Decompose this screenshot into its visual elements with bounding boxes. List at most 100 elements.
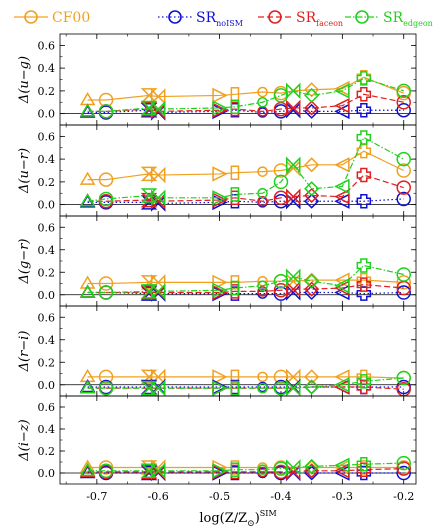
data-point-marker bbox=[98, 105, 114, 120]
chart-panel: 0.0 0.2 0.4 0.6 Δ(g−r) bbox=[17, 215, 417, 307]
data-point-marker bbox=[150, 100, 166, 118]
legend-label: SRedgeon bbox=[383, 10, 433, 28]
x-tick-label: -0.3 bbox=[332, 490, 353, 503]
data-series-line bbox=[87, 93, 404, 112]
data-point-marker bbox=[98, 104, 114, 119]
legend-marker bbox=[268, 10, 282, 24]
data-point-marker bbox=[356, 87, 372, 102]
data-series-line bbox=[87, 136, 405, 202]
data-point-marker bbox=[257, 96, 268, 108]
data-point-marker bbox=[334, 178, 350, 195]
data-point-marker bbox=[79, 284, 96, 298]
data-point-marker bbox=[257, 280, 268, 292]
y-tick-label: 0.6 bbox=[38, 130, 56, 143]
data-point-marker bbox=[285, 159, 301, 177]
data-point-marker bbox=[79, 380, 96, 394]
data-point-marker bbox=[212, 190, 228, 206]
data-point-marker bbox=[212, 87, 228, 104]
data-point-marker bbox=[230, 462, 240, 477]
data-point-marker bbox=[304, 157, 320, 173]
data-point-marker bbox=[150, 462, 166, 480]
data-series-faceon bbox=[79, 167, 411, 210]
data-series-edgeon bbox=[79, 130, 411, 207]
y-axis-label: Δ(g−r) bbox=[17, 239, 32, 285]
y-tick-label: 0.2 bbox=[38, 176, 56, 189]
y-axis-label: Δ(u−r) bbox=[17, 148, 32, 194]
data-point-marker bbox=[356, 193, 372, 209]
data-point-marker bbox=[396, 191, 411, 207]
data-point-marker bbox=[396, 461, 411, 476]
data-point-marker bbox=[273, 174, 289, 190]
data-point-marker bbox=[356, 258, 372, 273]
y-tick-label: 0.4 bbox=[38, 334, 56, 347]
data-point-marker bbox=[230, 369, 240, 385]
data-point-marker bbox=[98, 195, 114, 210]
x-tick-label: -0.6 bbox=[148, 490, 169, 503]
data-point-marker bbox=[285, 459, 301, 476]
data-series-line bbox=[87, 468, 404, 473]
data-point-marker bbox=[230, 280, 240, 296]
data-point-marker bbox=[79, 103, 96, 117]
legend-marker bbox=[168, 10, 182, 24]
data-point-marker bbox=[396, 267, 411, 282]
data-point-marker bbox=[304, 100, 320, 116]
data-point-marker bbox=[79, 462, 96, 477]
data-point-marker bbox=[150, 283, 166, 300]
data-series-noism bbox=[79, 101, 411, 121]
legend-label: SRnoISM bbox=[196, 10, 243, 28]
data-point-marker bbox=[356, 277, 372, 292]
x-tick-label: -0.5 bbox=[209, 490, 230, 503]
y-tick-label: 0.0 bbox=[38, 289, 56, 302]
data-point-marker bbox=[257, 195, 268, 207]
data-series-line bbox=[87, 76, 404, 101]
data-point-marker bbox=[230, 99, 240, 115]
data-point-marker bbox=[304, 87, 320, 103]
data-point-marker bbox=[356, 102, 372, 118]
data-point-marker bbox=[257, 382, 268, 394]
data-series-line bbox=[87, 174, 404, 202]
data-point-marker bbox=[79, 193, 96, 207]
y-tick-label: 0.0 bbox=[38, 108, 56, 121]
data-point-marker bbox=[79, 91, 96, 106]
y-tick-label: 0.4 bbox=[38, 423, 56, 436]
data-point-marker bbox=[304, 187, 320, 204]
y-tick-label: 0.2 bbox=[38, 85, 56, 98]
x-axis-label: log(Z/Z⊙)SIM bbox=[199, 509, 276, 529]
data-series-line bbox=[87, 279, 404, 285]
y-tick-label: 0.4 bbox=[38, 62, 56, 75]
data-point-marker bbox=[285, 99, 301, 117]
chart-legend: CF00 SRnoISM SRfaceon SRedgeon bbox=[14, 10, 433, 28]
y-axis-label: Δ(r−i) bbox=[17, 331, 32, 373]
data-point-marker bbox=[334, 457, 350, 474]
data-point-marker bbox=[304, 181, 320, 197]
data-point-marker bbox=[396, 285, 411, 300]
y-tick-label: 0.2 bbox=[38, 266, 56, 279]
data-point-marker bbox=[356, 71, 372, 86]
y-tick-label: 0.0 bbox=[38, 379, 56, 392]
data-series-line bbox=[87, 284, 404, 294]
data-point-marker bbox=[285, 368, 301, 386]
data-point-marker bbox=[304, 273, 320, 289]
data-point-marker bbox=[230, 165, 240, 181]
data-point-marker bbox=[98, 460, 114, 475]
data-point-marker bbox=[304, 379, 320, 395]
y-axis-label: Δ(u−g) bbox=[17, 56, 32, 104]
y-tick-label: 0.0 bbox=[38, 467, 56, 480]
data-point-marker bbox=[285, 156, 301, 174]
data-series-edgeon bbox=[79, 71, 411, 119]
data-point-marker bbox=[334, 377, 350, 393]
legend-label: CF00 bbox=[52, 10, 90, 26]
data-point-marker bbox=[230, 380, 240, 396]
chart-panel: 0.0 0.2 0.4 0.6 Δ(u−r) bbox=[17, 124, 417, 217]
data-point-marker bbox=[79, 171, 96, 185]
data-point-marker bbox=[212, 100, 228, 116]
chart-panels: 0.0 0.2 0.4 0.6 Δ(u−g) 0.0 0.2 0.4 0.6 Δ(u−r) 0.0 0… bbox=[17, 33, 417, 485]
y-tick-label: 0.6 bbox=[38, 311, 56, 324]
data-point-marker bbox=[212, 463, 228, 479]
data-point-marker bbox=[150, 88, 166, 105]
y-tick-label: 0.6 bbox=[38, 39, 56, 52]
data-point-marker bbox=[304, 369, 320, 385]
data-series-edgeon bbox=[79, 258, 411, 300]
legend-entry: SRedgeon bbox=[345, 10, 433, 28]
